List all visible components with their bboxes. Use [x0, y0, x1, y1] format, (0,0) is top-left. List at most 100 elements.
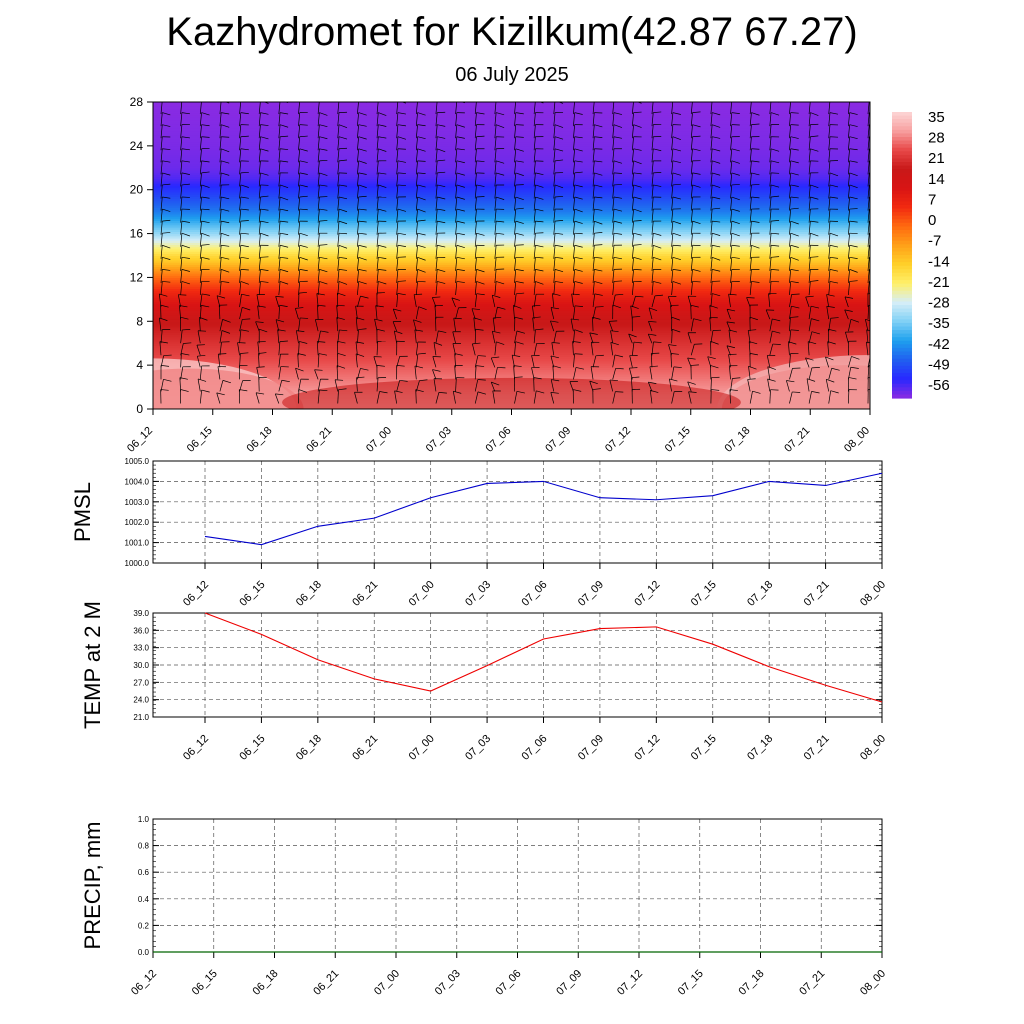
wind-barb: [553, 269, 556, 283]
wind-barb: [844, 296, 849, 308]
heatmap-band: [153, 163, 870, 167]
wind-barb-flag: [298, 291, 307, 294]
heatmap-band: [153, 161, 870, 164]
wind-barb: [258, 353, 260, 368]
wind-barb: [514, 233, 517, 247]
wind-barb-flag: [767, 366, 776, 370]
wind-barb: [239, 269, 242, 283]
wind-barb: [455, 102, 458, 115]
x-tick-label: 06_21: [311, 968, 341, 998]
wind-barb: [199, 390, 202, 404]
wind-barb: [671, 112, 674, 127]
wind-barb-flag: [633, 232, 642, 236]
wind-barb-flag: [242, 306, 251, 311]
wind-barb-flag: [633, 172, 642, 175]
wind-barb: [199, 209, 202, 223]
heatmap-band: [153, 200, 870, 204]
wind-barb: [533, 172, 536, 187]
wind-barb: [825, 356, 830, 368]
wind-barb-flag: [181, 269, 190, 272]
wind-barb-flag: [162, 196, 171, 199]
colorbar-swatch: [892, 119, 912, 124]
wind-barb: [219, 233, 222, 247]
wind-barb: [452, 391, 456, 404]
wind-barb: [589, 332, 594, 344]
wind-barb: [376, 124, 379, 139]
heatmap-band: [153, 191, 870, 195]
wind-barb: [828, 281, 831, 296]
wind-barb: [494, 341, 497, 356]
colorbar-swatch: [892, 319, 912, 324]
wind-barb: [592, 245, 595, 259]
wind-barb: [612, 124, 615, 139]
wind-barb-flag: [610, 330, 619, 333]
wind-barb-flag: [849, 196, 858, 200]
wind-barb-flag: [314, 369, 323, 371]
wind-barb: [690, 281, 693, 296]
wind-barb-flag: [453, 390, 462, 394]
wind-barb: [533, 112, 536, 127]
wind-barb-flag: [492, 330, 501, 334]
wind-barb-flag: [594, 293, 603, 296]
wind-barb-flag: [629, 367, 638, 369]
wind-barb-flag: [476, 232, 485, 236]
wind-barb: [848, 160, 850, 175]
wind-barb: [808, 269, 811, 283]
wind-barb: [494, 281, 497, 296]
colorbar-swatch: [892, 305, 912, 310]
wind-barb-flag: [240, 269, 249, 271]
wind-barb: [317, 330, 321, 344]
wind-barb: [828, 184, 831, 199]
wind-barb: [160, 257, 163, 271]
wind-barb-flag: [162, 100, 170, 101]
wind-barb-flag: [594, 124, 603, 128]
wind-barb: [629, 368, 633, 380]
heatmap-x-tick-label: 06_21: [304, 425, 334, 455]
wind-barb: [828, 368, 833, 380]
wind-barb: [669, 378, 672, 392]
colorbar-swatch: [892, 229, 912, 235]
wind-barb-flag: [790, 160, 799, 164]
wind-barb-flag: [437, 159, 446, 162]
y-tick-label: 33.0: [133, 644, 149, 653]
wind-barb: [533, 343, 538, 356]
wind-barb: [612, 196, 615, 211]
wind-barb: [455, 221, 458, 235]
wind-barb: [848, 184, 850, 199]
wind-barb-flag: [358, 208, 367, 211]
wind-barb: [452, 331, 456, 344]
wind-barb: [710, 257, 713, 271]
wind-barb: [671, 209, 674, 223]
wind-barb: [435, 233, 438, 247]
wind-barb-flag: [771, 232, 780, 235]
wind-barb-flag: [319, 159, 328, 162]
x-tick-label: 07_06: [520, 579, 550, 609]
heatmap-band: [153, 159, 870, 162]
wind-barb-flag: [162, 172, 171, 176]
wind-barb: [709, 317, 712, 332]
wind-barb: [239, 329, 242, 344]
wind-barb-flag: [790, 329, 799, 331]
wind-barb: [730, 172, 733, 187]
wind-barb-flag: [298, 389, 308, 393]
wind-barb: [278, 160, 281, 175]
wind-barb-flag: [319, 208, 328, 211]
wind-barb-flag: [397, 293, 406, 296]
colorbar-swatch: [892, 272, 912, 278]
wind-barb-flag: [280, 148, 289, 150]
wind-barb-flag: [360, 295, 369, 299]
wind-barb: [867, 245, 870, 259]
wind-barb-flag: [221, 281, 230, 283]
wind-barb-flag: [811, 391, 820, 394]
colorbar-swatch: [892, 197, 912, 202]
wind-barb: [239, 148, 242, 163]
wind-barb: [298, 148, 301, 163]
wind-barb-flag: [731, 196, 740, 201]
wind-barb: [651, 136, 654, 151]
wind-barb: [435, 257, 438, 271]
wind-barb: [239, 307, 243, 320]
colorbar-swatch: [892, 290, 912, 295]
wind-barb-flag: [829, 256, 839, 259]
wind-barb-flag: [747, 378, 756, 380]
wind-barb: [808, 221, 811, 235]
